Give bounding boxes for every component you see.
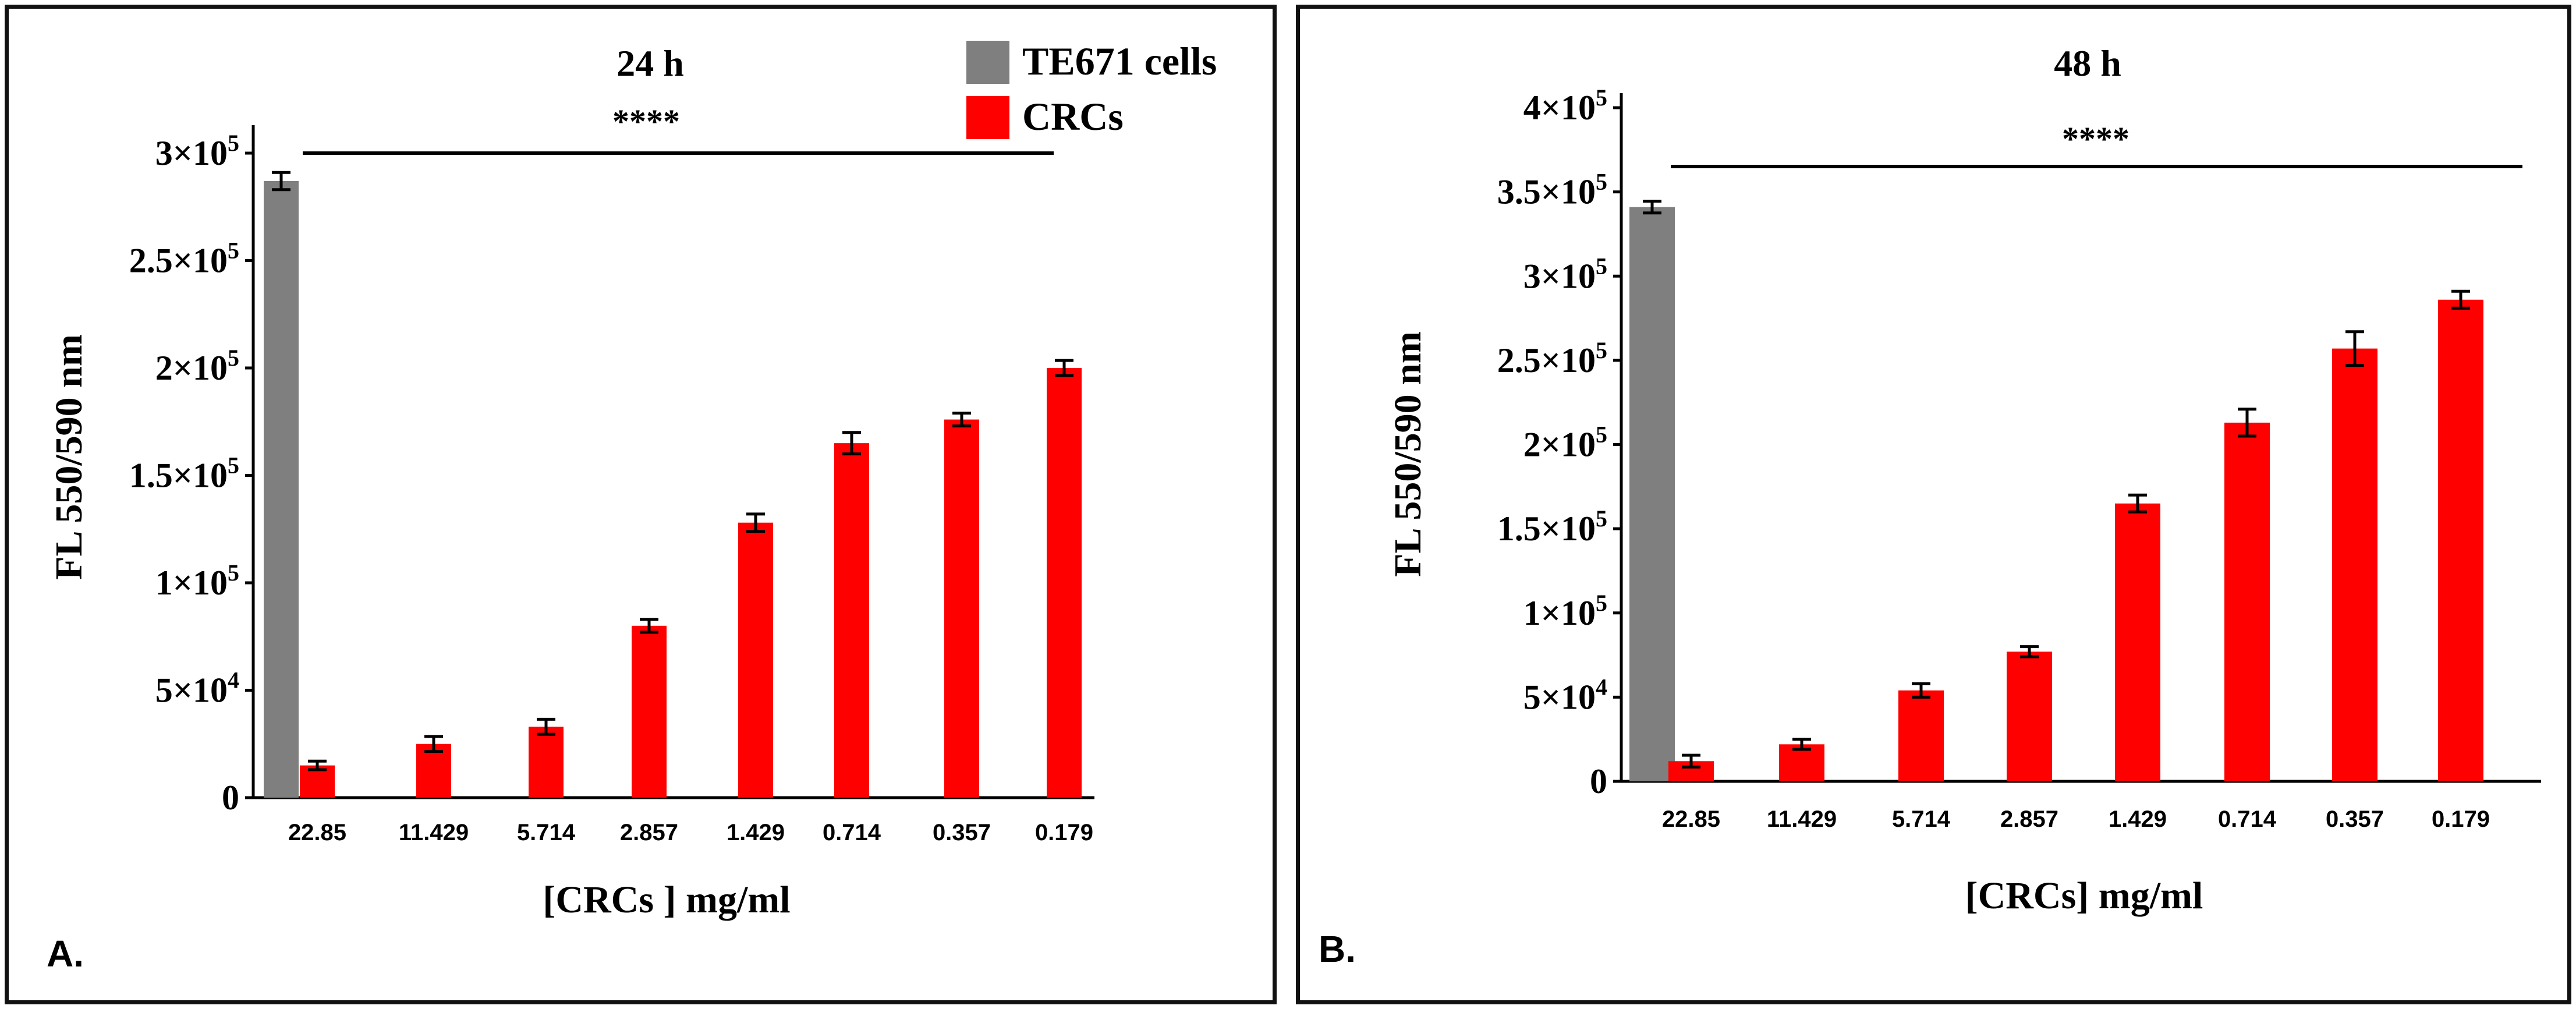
panel-a-x-tick-label: 1.429 (727, 820, 785, 845)
panel-a-y-tick-label: 5×104 (155, 667, 239, 710)
panel-a-y-tick-mantissa: 2.5×10 (129, 242, 228, 280)
panel-b-y-tick-label: 1.5×105 (1497, 505, 1607, 548)
panel-b-y-tick-mantissa: 5×10 (1523, 678, 1596, 716)
legend: TE671 cells CRCs (966, 39, 1217, 139)
panel-b-bar-0.714 (2224, 422, 2270, 781)
panel-a-letter: A. (47, 933, 84, 975)
panel-b-y-tick-label: 2.5×105 (1497, 337, 1607, 380)
panel-a-y-axis-label: FL 550/590 nm (48, 334, 90, 580)
panel-b-bar-1.429 (2115, 503, 2160, 781)
panel-a-y-tick-exponent: 5 (228, 452, 239, 479)
panel-b-x-axis-label: [CRCs] mg/ml (1965, 875, 2203, 917)
panel-a-y-tick-exponent: 5 (228, 238, 239, 264)
panel-b-y-tick-exponent: 5 (1596, 84, 1607, 111)
panel-b-y-tick-label: 0 (1590, 762, 1607, 801)
panel-b-x-tick-label: 0.714 (2218, 806, 2277, 832)
panel-a-y-tick-mantissa: 1.5×10 (129, 456, 228, 495)
panel-b-y-tick-mantissa: 3×10 (1523, 257, 1596, 295)
panel-a-x-tick-label: 11.429 (399, 820, 469, 845)
panel-a-y-tick-label: 2×105 (155, 345, 239, 387)
panel-a-x-tick-label: 2.857 (620, 820, 678, 845)
panel-b-control-bar (1629, 207, 1675, 782)
panel-b-chart: 05×1041×1051.5×1052×1052.5×1053×1053.5×1… (1319, 43, 2541, 970)
panel-a-y-tick-label: 2.5×105 (129, 238, 239, 280)
panel-b-y-tick-mantissa: 1.5×10 (1497, 509, 1596, 548)
panel-a-significance-stars: **** (612, 102, 680, 140)
panel-a-bar-5.714 (529, 727, 564, 798)
panel-a-bar-0.714 (834, 443, 869, 798)
panel-a-bar-0.179 (1047, 368, 1082, 798)
panel-b-y-tick-exponent: 5 (1596, 253, 1607, 279)
panel-a-x-tick-label: 0.714 (823, 820, 881, 845)
panel-b-y-tick-label: 3×105 (1523, 253, 1607, 295)
panel-b-y-tick-exponent: 5 (1596, 505, 1607, 532)
panel-b-y-tick-exponent: 5 (1596, 337, 1607, 363)
panel-a-x-tick-label: 0.357 (933, 820, 991, 845)
panel-b-bar-0.357 (2332, 348, 2377, 781)
panel-a-bar-2.857 (632, 625, 667, 798)
panel-a-y-tick-exponent: 5 (228, 560, 239, 586)
panel-b-x-tick-label: 0.179 (2432, 806, 2490, 832)
panel-a-bar-0.357 (944, 419, 979, 798)
panel-b-y-tick-label: 2×105 (1523, 422, 1607, 464)
panel-b-y-axis-label: FL 550/590 nm (1387, 331, 1429, 577)
panel-a-x-tick-label: 22.85 (288, 820, 346, 845)
legend-swatch-0 (966, 41, 1009, 84)
panel-a-y-tick-label: 1.5×105 (129, 452, 239, 495)
panel-b-title: 48 h (2054, 43, 2121, 84)
panel-b-bar-2.857 (2007, 652, 2052, 781)
panel-a-x-tick-label: 0.179 (1035, 820, 1093, 845)
panel-b-y-tick-mantissa: 4×10 (1523, 88, 1596, 127)
panel-b-y-tick-exponent: 5 (1596, 169, 1607, 195)
legend-label-0: TE671 cells (1022, 39, 1217, 83)
panel-a-y-tick-label: 1×105 (155, 560, 239, 602)
panel-a-y-tick-mantissa: 0 (222, 778, 239, 817)
panel-b-x-tick-label: 22.85 (1662, 806, 1720, 832)
panel-a-y-tick-exponent: 5 (228, 345, 239, 371)
panel-a-bar-1.429 (738, 522, 773, 798)
panel-b-y-tick-mantissa: 1×10 (1523, 594, 1596, 632)
panel-b-x-tick-label: 1.429 (2109, 806, 2167, 832)
panel-b-bar-0.179 (2438, 299, 2483, 781)
panel-b-y-tick-label: 1×105 (1523, 590, 1607, 632)
panel-b-y-tick-mantissa: 0 (1590, 762, 1607, 801)
panel-a-y-tick-mantissa: 2×10 (155, 349, 228, 387)
panel-b-x-tick-label: 2.857 (2000, 806, 2058, 832)
panel-a-y-tick-exponent: 4 (228, 667, 239, 693)
panel-a-control-bar (264, 180, 299, 798)
panel-a-x-tick-label: 5.714 (517, 820, 576, 845)
panel-b-y-tick-mantissa: 2.5×10 (1497, 341, 1596, 380)
panel-a-chart: 05×1041×1051.5×1052×1052.5×1053×10522.85… (47, 39, 1217, 975)
panel-b-y-tick-exponent: 5 (1596, 590, 1607, 616)
panel-b-y-tick-label: 3.5×105 (1497, 169, 1607, 211)
panel-b-y-tick-exponent: 4 (1596, 674, 1607, 700)
panel-b-x-tick-label: 5.714 (1892, 806, 1951, 832)
panel-b-x-tick-label: 11.429 (1767, 806, 1837, 832)
panel-a-y-tick-mantissa: 5×10 (155, 671, 228, 710)
legend-swatch-1 (966, 96, 1009, 139)
panel-b-bar-5.714 (1898, 690, 1944, 781)
panel-b-y-tick-label: 4×105 (1523, 84, 1607, 127)
panel-b-y-tick-mantissa: 2×10 (1523, 426, 1596, 464)
panel-a-y-tick-label: 3×105 (155, 130, 239, 172)
panel-b-significance-stars: **** (2062, 120, 2129, 158)
panel-b-letter: B. (1319, 928, 1356, 970)
panel-a-y-tick-mantissa: 1×10 (155, 564, 228, 602)
panel-a-y-tick-mantissa: 3×10 (155, 134, 228, 172)
legend-label-1: CRCs (1022, 94, 1124, 139)
panel-b-y-tick-mantissa: 3.5×10 (1497, 173, 1596, 211)
panel-a-x-axis-label: [CRCs ] mg/ml (543, 879, 790, 921)
panel-b-x-tick-label: 0.357 (2326, 806, 2384, 832)
panel-a-y-tick-exponent: 5 (228, 130, 239, 156)
panel-b-y-tick-label: 5×104 (1523, 674, 1607, 716)
panel-a-title: 24 h (616, 43, 684, 84)
panel-b-y-tick-exponent: 5 (1596, 422, 1607, 448)
panel-a-y-tick-label: 0 (222, 778, 239, 817)
